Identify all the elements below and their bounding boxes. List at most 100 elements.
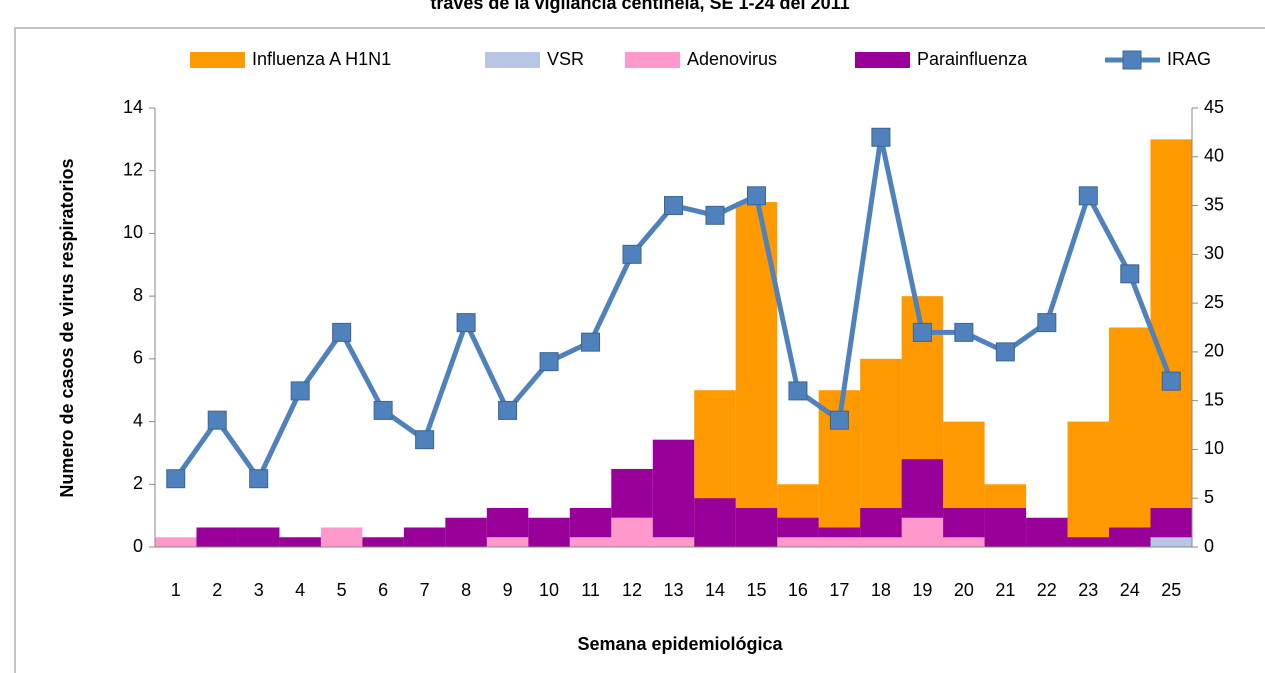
bar bbox=[486, 507, 529, 538]
marker bbox=[249, 469, 269, 489]
y-axis-title: Numero de casos de virus respiratorios bbox=[57, 158, 77, 497]
bar bbox=[1026, 517, 1068, 547]
y2-tick-label: 45 bbox=[1204, 97, 1224, 117]
y-tick-label: 2 bbox=[133, 473, 143, 493]
x-tick-label: 3 bbox=[254, 580, 264, 600]
chart-title: traves de la vigilancia centinela, SE 1-… bbox=[430, 0, 849, 13]
marker bbox=[1161, 371, 1181, 391]
bar bbox=[445, 517, 487, 547]
marker bbox=[456, 313, 476, 333]
bar bbox=[1067, 421, 1110, 547]
y2-tick-label: 20 bbox=[1204, 341, 1224, 361]
bar bbox=[403, 527, 446, 547]
bar bbox=[943, 537, 985, 547]
bar bbox=[362, 537, 404, 547]
legend-label: VSR bbox=[547, 49, 584, 69]
x-tick-label: 2 bbox=[212, 580, 222, 600]
marker bbox=[539, 352, 559, 372]
y2-tick-label: 10 bbox=[1204, 438, 1224, 458]
x-tick-label: 7 bbox=[420, 580, 430, 600]
marker bbox=[622, 244, 642, 264]
x-tick-label: 14 bbox=[705, 580, 725, 600]
marker bbox=[912, 322, 932, 342]
bar bbox=[1067, 537, 1110, 547]
x-tick-label: 18 bbox=[871, 580, 891, 600]
x-tick-label: 9 bbox=[503, 580, 513, 600]
bar bbox=[196, 527, 238, 547]
marker bbox=[1120, 264, 1140, 284]
legend-swatch bbox=[1122, 50, 1142, 70]
marker bbox=[373, 400, 393, 420]
x-tick-label: 20 bbox=[954, 580, 974, 600]
y-tick-label: 4 bbox=[133, 410, 143, 430]
bar bbox=[528, 517, 570, 547]
marker bbox=[788, 381, 808, 401]
marker bbox=[664, 196, 683, 216]
marker bbox=[746, 186, 766, 206]
bar bbox=[237, 527, 280, 547]
marker bbox=[1037, 313, 1057, 333]
x-tick-label: 15 bbox=[746, 580, 766, 600]
marker bbox=[954, 322, 974, 342]
marker bbox=[829, 410, 849, 430]
y2-tick-label: 5 bbox=[1204, 487, 1214, 507]
bar bbox=[1150, 537, 1192, 547]
bar bbox=[1150, 507, 1192, 538]
legend-label: Influenza A H1N1 bbox=[252, 49, 391, 69]
bar bbox=[901, 517, 944, 547]
bar bbox=[901, 459, 944, 518]
marker bbox=[166, 469, 186, 489]
bar bbox=[735, 507, 778, 547]
line bbox=[173, 136, 1174, 484]
x-tick-label: 21 bbox=[995, 580, 1015, 600]
legend-swatch bbox=[855, 52, 910, 68]
x-tick-label: 11 bbox=[581, 580, 600, 600]
marker bbox=[498, 400, 518, 420]
bar bbox=[652, 439, 695, 538]
y2-tick-label: 15 bbox=[1204, 389, 1224, 409]
bar bbox=[818, 527, 861, 538]
legend-swatch bbox=[190, 52, 245, 68]
bar bbox=[1109, 327, 1151, 547]
x-tick-label: 17 bbox=[829, 580, 849, 600]
bar bbox=[320, 527, 363, 547]
chart-border bbox=[14, 27, 1265, 673]
bar bbox=[860, 507, 902, 538]
x-tick-label: 5 bbox=[337, 580, 347, 600]
x-tick-label: 4 bbox=[295, 580, 305, 600]
y2-tick-label: 40 bbox=[1204, 146, 1224, 166]
x-tick-label: 19 bbox=[912, 580, 932, 600]
x-tick-label: 25 bbox=[1161, 580, 1181, 600]
x-axis-title: Semana epidemiológica bbox=[577, 634, 783, 654]
x-tick-label: 6 bbox=[378, 580, 388, 600]
marker bbox=[581, 332, 601, 352]
y-tick-label: 14 bbox=[123, 97, 143, 117]
legend-swatch bbox=[485, 52, 540, 68]
y-tick-label: 10 bbox=[123, 222, 143, 242]
bar bbox=[860, 537, 902, 547]
bar bbox=[777, 537, 819, 547]
x-tick-label: 12 bbox=[622, 580, 642, 600]
legend-swatch bbox=[625, 52, 680, 68]
x-tick-label: 22 bbox=[1037, 580, 1057, 600]
bar bbox=[155, 537, 197, 547]
x-tick-label: 24 bbox=[1120, 580, 1140, 600]
x-tick-label: 23 bbox=[1078, 580, 1098, 600]
y2-tick-label: 35 bbox=[1204, 194, 1224, 214]
marker bbox=[332, 322, 352, 342]
x-tick-label: 10 bbox=[539, 580, 559, 600]
bar bbox=[943, 507, 985, 538]
x-tick-label: 16 bbox=[788, 580, 808, 600]
legend-label: IRAG bbox=[1167, 49, 1211, 69]
y-tick-label: 12 bbox=[123, 159, 143, 179]
legend-label: Adenovirus bbox=[687, 49, 777, 69]
marker bbox=[995, 342, 1015, 362]
bar bbox=[818, 537, 861, 547]
y2-tick-label: 30 bbox=[1204, 243, 1224, 263]
bar bbox=[569, 537, 612, 547]
bar bbox=[569, 507, 612, 538]
marker bbox=[871, 127, 891, 147]
x-tick-label: 1 bbox=[171, 580, 181, 600]
